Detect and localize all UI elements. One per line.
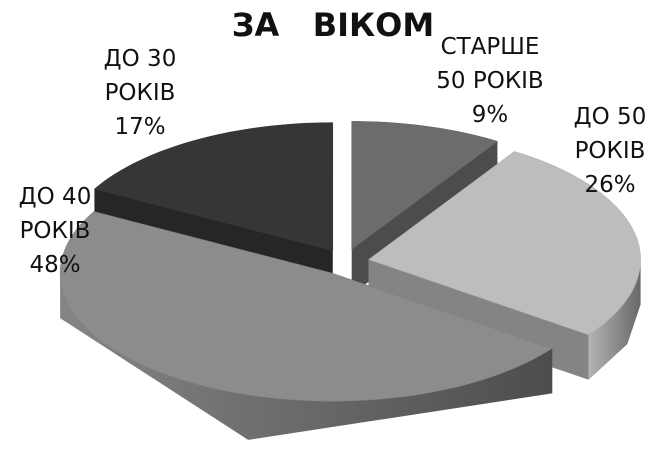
value-label: 17% [114, 114, 166, 140]
category-label: ДО 50 РОКІВ [573, 104, 647, 164]
chart-title: ЗА ВІКОМ [231, 6, 435, 44]
category-label: ДО 30 РОКІВ [103, 46, 177, 106]
data-label: СТАРШЕ 50 РОКІВ 9% [430, 30, 550, 132]
value-label: 48% [29, 252, 81, 278]
category-label: СТАРШЕ 50 РОКІВ [436, 34, 544, 94]
slice-wall [60, 273, 553, 440]
value-label: 9% [471, 102, 509, 128]
category-label: ДО 40 РОКІВ [18, 184, 92, 244]
data-label: ДО 40 РОКІВ 48% [0, 180, 110, 282]
data-label: ДО 50 РОКІВ 26% [555, 100, 665, 202]
value-label: 26% [584, 172, 636, 198]
data-label: ДО 30 РОКІВ 17% [85, 42, 195, 144]
slice [59, 211, 553, 402]
slice-wall [588, 259, 641, 380]
slice [93, 122, 334, 251]
slice [351, 121, 498, 250]
slice [368, 151, 641, 336]
